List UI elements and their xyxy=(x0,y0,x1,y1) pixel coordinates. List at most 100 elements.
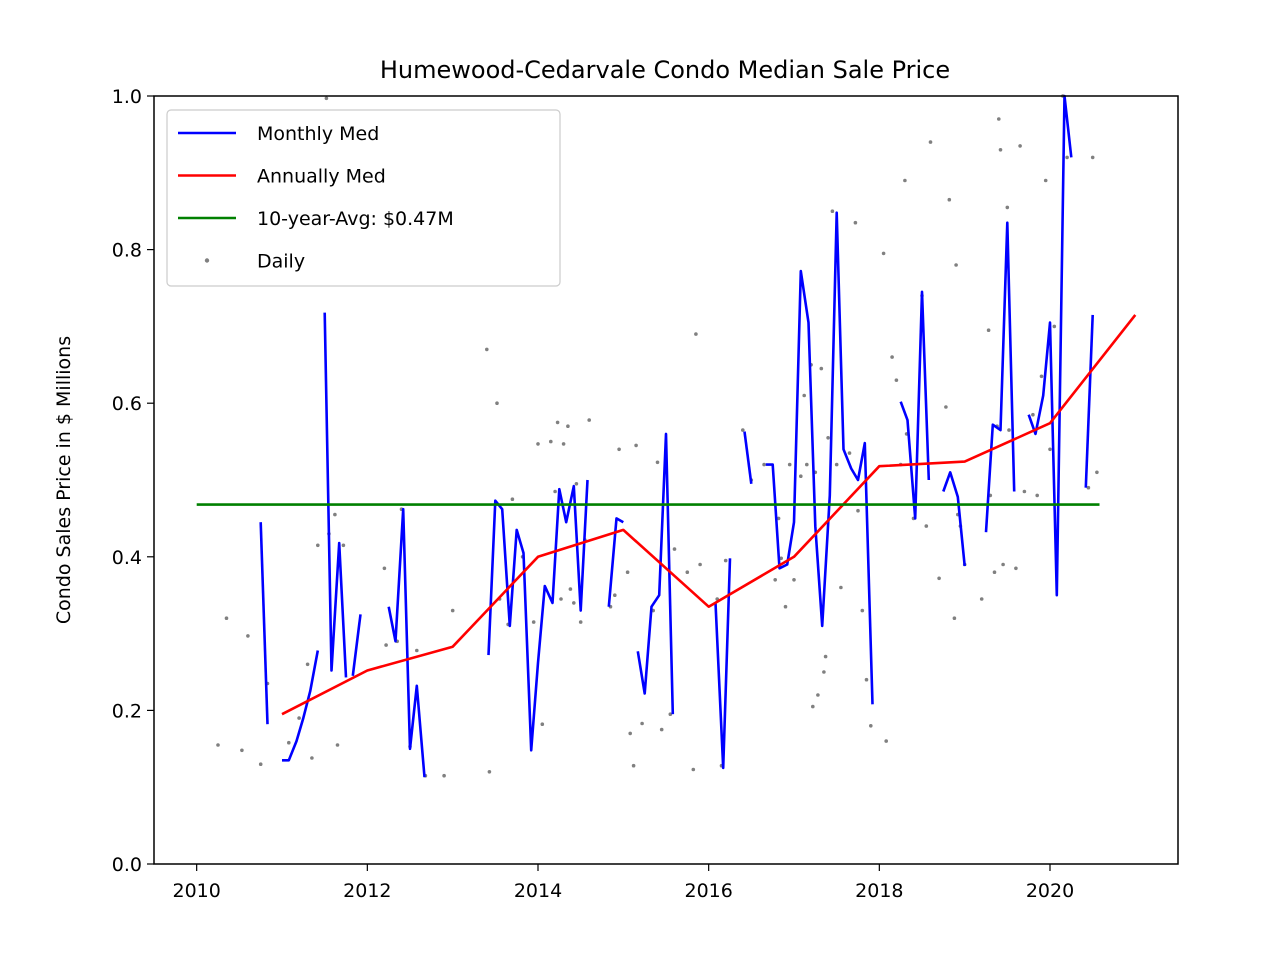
daily-point xyxy=(779,556,783,561)
daily-point xyxy=(246,634,250,638)
y-tick-label: 0.6 xyxy=(112,393,142,415)
x-tick-label: 2010 xyxy=(172,880,220,902)
daily-point xyxy=(1031,412,1035,417)
daily-point xyxy=(890,355,894,359)
monthly-med-line xyxy=(942,470,966,567)
daily-point xyxy=(297,716,301,720)
daily-point xyxy=(574,482,579,486)
daily-point xyxy=(258,762,263,766)
daily-point xyxy=(805,462,809,467)
daily-point xyxy=(1039,374,1044,379)
daily-point xyxy=(685,570,690,574)
daily-point xyxy=(986,328,991,333)
daily-point xyxy=(783,604,788,609)
daily-point xyxy=(536,442,540,446)
daily-point xyxy=(415,648,419,653)
daily-point xyxy=(672,547,677,551)
legend-label: Daily xyxy=(257,251,305,273)
daily-point xyxy=(240,748,244,753)
daily-point xyxy=(992,570,997,574)
daily-point xyxy=(324,96,329,101)
daily-point xyxy=(1052,324,1057,329)
daily-point xyxy=(903,178,907,183)
daily-point xyxy=(856,508,860,513)
daily-point xyxy=(495,401,499,406)
monthly-med-line xyxy=(607,517,624,607)
daily-point xyxy=(617,447,621,452)
y-axis-label: Condo Sales Price in $ Millions xyxy=(53,336,75,624)
daily-point xyxy=(631,763,636,768)
daily-point xyxy=(555,420,560,425)
monthly-med-line xyxy=(282,650,320,762)
daily-point xyxy=(741,428,745,432)
monthly-med-line xyxy=(743,431,753,484)
daily-point xyxy=(787,462,792,467)
y-tick-label: 0.8 xyxy=(112,240,142,262)
monthly-med-line xyxy=(351,614,362,676)
daily-point xyxy=(694,332,698,336)
daily-point xyxy=(944,405,948,409)
daily-point xyxy=(954,263,958,267)
daily-point xyxy=(826,436,830,440)
legend-box xyxy=(166,109,561,287)
daily-point xyxy=(839,585,843,590)
daily-point xyxy=(224,616,229,620)
daily-point xyxy=(1090,155,1095,160)
legend-swatch xyxy=(204,258,210,263)
daily-point xyxy=(937,576,941,581)
daily-point xyxy=(531,620,536,624)
legend: Monthly Med Annually Med 10-year-Avg: $0.4… xyxy=(166,109,561,287)
daily-point xyxy=(762,462,766,467)
annual-med-line xyxy=(281,314,1137,716)
y-tick-label: 0.2 xyxy=(112,700,142,722)
daily-point xyxy=(773,578,777,582)
daily-point xyxy=(1022,489,1027,494)
daily-point xyxy=(384,643,388,647)
daily-point xyxy=(382,566,387,571)
daily-point xyxy=(1043,178,1048,183)
monthly-med-line xyxy=(984,221,1016,533)
daily-point xyxy=(853,220,858,225)
daily-point xyxy=(1001,562,1005,567)
daily-point xyxy=(640,721,644,726)
daily-point xyxy=(442,773,446,778)
daily-point xyxy=(1014,566,1018,571)
daily-point xyxy=(559,597,563,601)
daily-point xyxy=(572,601,576,605)
monthly-med-line xyxy=(487,479,589,752)
daily-point xyxy=(802,393,806,398)
daily-point xyxy=(510,497,515,502)
daily-point xyxy=(316,543,320,548)
y-tick-label: 0.4 xyxy=(112,547,142,569)
daily-point xyxy=(860,608,865,613)
daily-point xyxy=(634,443,638,448)
daily-point xyxy=(566,424,570,429)
daily-point xyxy=(613,593,617,597)
monthly-med-line xyxy=(714,558,732,770)
daily-point xyxy=(450,608,455,613)
daily-point xyxy=(310,756,314,760)
daily-point xyxy=(655,460,660,465)
daily-point xyxy=(341,543,346,548)
daily-point xyxy=(928,140,933,144)
daily-point xyxy=(947,197,952,202)
daily-point xyxy=(979,597,984,601)
daily-point xyxy=(1018,144,1022,148)
daily-point xyxy=(830,209,835,213)
daily-point xyxy=(628,731,632,736)
daily-point xyxy=(723,558,728,563)
daily-point xyxy=(659,727,664,732)
daily-point xyxy=(924,524,929,528)
legend-label: 10-year-Avg: $0.47M xyxy=(257,208,454,230)
daily-point xyxy=(1048,447,1052,452)
daily-point xyxy=(691,767,696,772)
daily-point xyxy=(881,251,886,256)
daily-point xyxy=(884,739,888,743)
daily-point xyxy=(1095,470,1099,475)
monthly-med-line xyxy=(259,522,269,725)
legend-label: Monthly Med xyxy=(257,123,379,145)
daily-point xyxy=(578,620,583,624)
y-tick-label: 1.0 xyxy=(112,86,142,108)
